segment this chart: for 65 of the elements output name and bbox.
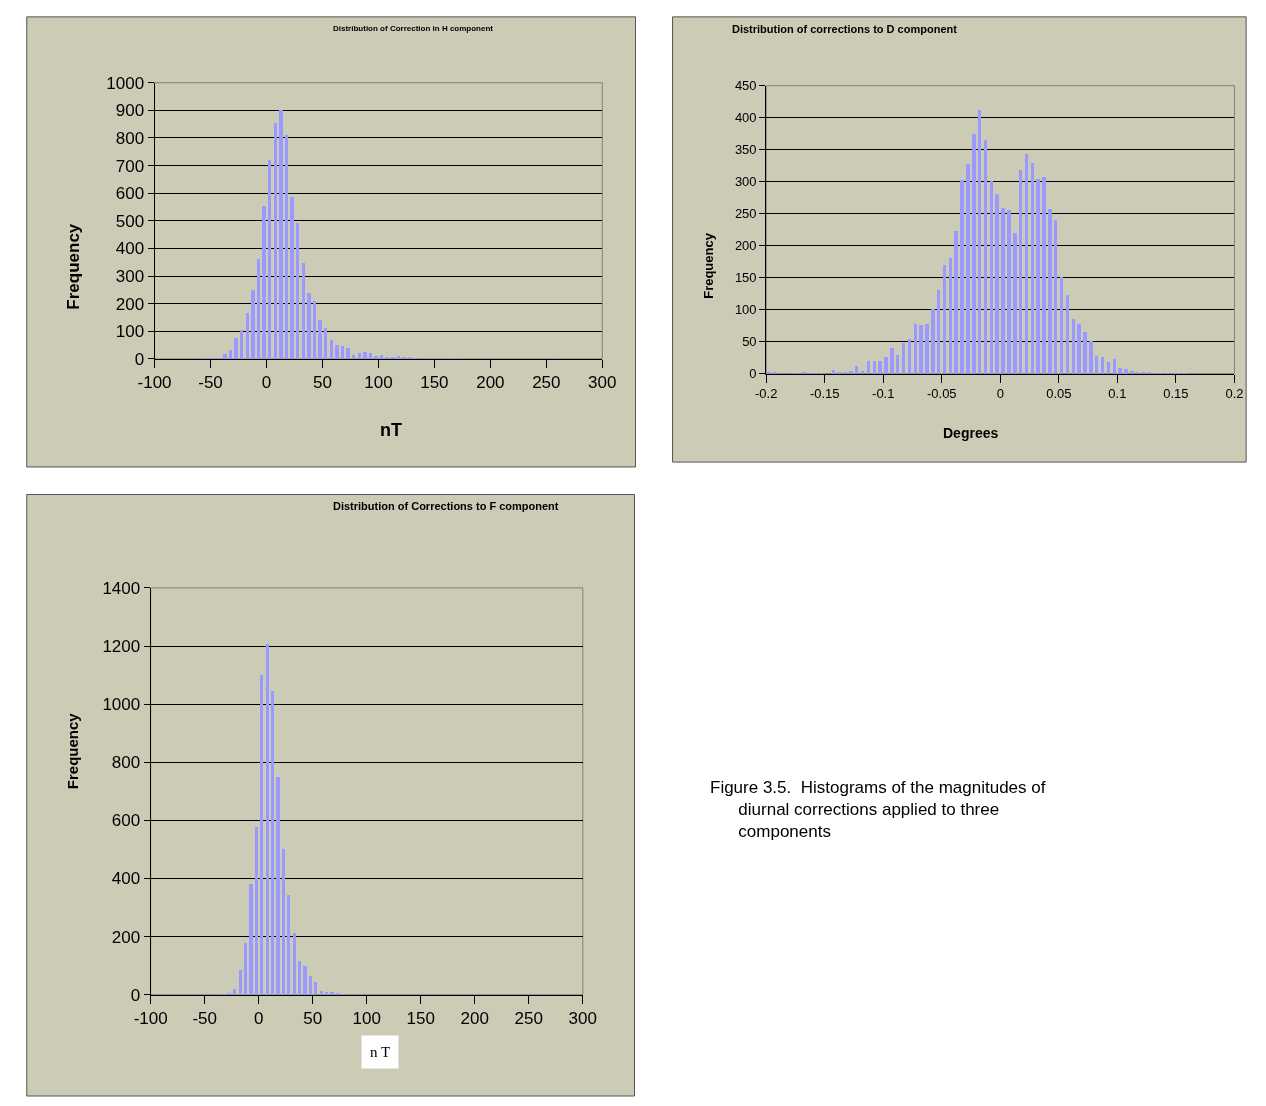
x-axis-title: nT [380,420,402,440]
y-tick-label: 700 [115,156,145,176]
x-tick-label: -100 [133,1009,168,1029]
y-tick-label: 600 [115,184,145,204]
x-tick-label: 250 [514,1009,543,1029]
y-tick-label: 1200 [102,636,141,656]
x-tick-label: 150 [420,373,449,393]
x-tick-label: 0 [261,373,272,393]
x-tick-label: 0 [253,1009,264,1029]
chart-title: Distribution of Correction in H component [333,24,494,33]
x-tick-label: 0.1 [1108,386,1127,402]
caption: Figure 3.5. Histograms of the magnitudes of diurnal corrections applied to three components [710,778,1046,842]
y-axis-title: Frequency [64,223,84,310]
x-tick-label: 300 [568,1009,597,1029]
y-tick-label: 150 [734,270,757,286]
y-tick-label: 1000 [102,695,141,715]
y-tick-label: 800 [115,128,145,148]
y-tick-label: 200 [734,238,757,254]
y-tick-label: 0 [134,349,145,369]
y-tick-label: 100 [115,322,145,342]
y-tick-label: 1000 [106,73,145,93]
x-tick-label: 50 [303,1009,323,1029]
x-tick-label: -100 [137,373,172,393]
y-tick-label: 600 [111,811,141,831]
x-tick-label: 50 [313,373,332,393]
y-tick-label: 0 [130,985,141,1005]
x-tick-label: 200 [460,1009,489,1029]
chart-title: Distribution of corrections to D component [732,23,958,35]
y-axis-title: Frequency [63,712,81,790]
x-tick-label: 300 [588,373,617,393]
y-tick-label: 1400 [102,578,141,598]
y-tick-label: 100 [734,302,757,318]
x-tick-label: 0.05 [1046,386,1072,402]
x-tick-label: 0.15 [1163,386,1189,402]
x-tick-label: -0.05 [926,386,957,402]
y-axis-title: Frequency [700,232,716,299]
y-tick-label: 400 [115,239,145,259]
y-tick-label: 800 [111,753,141,773]
x-tick-label: 0 [996,386,1004,402]
x-tick-label: 100 [352,1009,381,1029]
x-tick-label: -50 [198,373,223,393]
y-tick-label: 300 [734,174,757,190]
y-tick-label: 200 [115,294,145,314]
x-axis-title: Degrees [943,425,999,441]
y-tick-label: 900 [115,101,145,121]
y-tick-label: 450 [734,78,757,94]
y-tick-label: 300 [115,266,145,286]
x-tick-label: -0.15 [809,386,840,402]
x-tick-label: 200 [476,373,505,393]
y-tick-label: 250 [734,206,757,222]
y-tick-label: 350 [734,142,757,158]
x-tick-label: 0.2 [1225,386,1244,402]
x-tick-label: -0.1 [872,386,895,402]
x-tick-label: 100 [364,373,393,393]
x-tick-label: -0.2 [754,386,778,402]
x-axis-title: n T [370,1044,391,1060]
chart-title: Distribution of Corrections to F component [333,500,559,512]
x-tick-label: 250 [532,373,561,393]
y-tick-label: 400 [734,110,757,126]
y-tick-label: 50 [742,334,757,350]
x-tick-label: 150 [406,1009,435,1029]
y-tick-label: 400 [111,869,141,889]
y-tick-label: 500 [115,211,145,231]
y-tick-label: 200 [111,927,141,947]
x-tick-label: -50 [192,1009,217,1029]
